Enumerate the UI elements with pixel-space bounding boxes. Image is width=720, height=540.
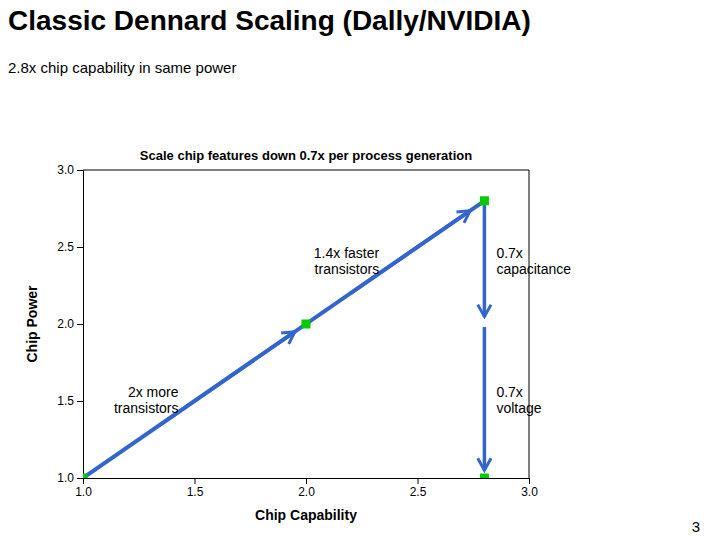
dot [480, 196, 489, 205]
page-number: 3 [692, 518, 700, 535]
tick-mark [77, 324, 83, 325]
tick-mark [306, 478, 307, 484]
tick: 3.0 [57, 163, 83, 177]
tick-mark [529, 478, 530, 484]
tick-label: 2.5 [57, 240, 74, 254]
tick-label: 1.0 [75, 485, 92, 499]
tick: 2.0 [298, 478, 315, 499]
tick-mark [77, 247, 83, 248]
x-axis: 1.0 1.5 2.0 2.5 3.0 [75, 478, 538, 499]
subtitle: 2.8x chip capability in same power [8, 59, 236, 76]
dot [480, 474, 489, 479]
tick-label: 3.0 [57, 163, 74, 177]
tick: 2.0 [57, 317, 83, 331]
x-axis-label: Chip Capability [255, 507, 357, 523]
tick-mark [418, 478, 419, 484]
dot [83, 474, 88, 479]
chart-title: Scale chip features down 0.7x per proces… [140, 148, 472, 163]
tick-mark [195, 478, 196, 484]
tick-label: 2.0 [298, 485, 315, 499]
axis-line [84, 479, 530, 485]
frame [529, 170, 530, 478]
axis-line [77, 171, 84, 479]
tick-label: 1.5 [187, 485, 204, 499]
y-axis-label: Chip Power [24, 285, 40, 363]
tick-label: 2.5 [410, 485, 427, 499]
tick: 3.0 [521, 478, 538, 499]
tick: 1.5 [57, 394, 83, 408]
frame [83, 170, 529, 171]
tick: 2.5 [57, 240, 83, 254]
tick-mark [77, 478, 83, 479]
tick: 1.0 [75, 478, 92, 499]
arrow [483, 327, 487, 470]
tick-mark [77, 170, 83, 171]
dot [302, 320, 311, 329]
tick-label: 1.0 [57, 471, 74, 485]
annotation: 0.7xcapacitance [496, 245, 571, 277]
plot-area [83, 196, 489, 478]
arrow [483, 204, 487, 316]
title: Classic Dennard Scaling (Dally/NVIDIA) [8, 5, 531, 36]
y-axis: 1.0 1.5 2.0 2.5 3.0 [57, 163, 83, 485]
tick: 1.5 [187, 478, 204, 499]
chart: Classic Dennard Scaling (Dally/NVIDIA) 2.… [0, 0, 720, 540]
tick-label: 3.0 [521, 485, 538, 499]
arrow [161, 332, 295, 424]
tick-mark [77, 401, 83, 402]
annotation: 2x moretransistors [114, 384, 179, 416]
tick-label: 1.5 [57, 394, 74, 408]
tick: 2.5 [410, 478, 427, 499]
annotation: 1.4x fastertransistors [314, 245, 380, 277]
tick-label: 2.0 [57, 317, 74, 331]
tick: 1.0 [57, 471, 83, 485]
annotation: 0.7xvoltage [496, 384, 541, 416]
line [83, 201, 484, 478]
